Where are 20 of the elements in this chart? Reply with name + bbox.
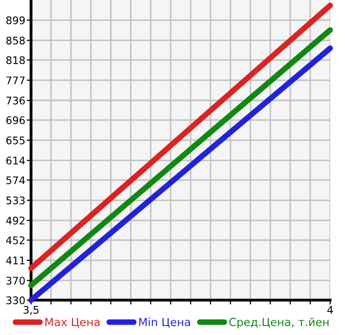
y-tick-label: 330: [6, 296, 25, 304]
y-tick-label: 452: [6, 236, 24, 244]
y-tick-label: 696: [6, 116, 25, 124]
y-tick-label: 533: [6, 196, 25, 204]
legend-label: Min Цена: [139, 318, 190, 328]
y-tick-label: 818: [6, 56, 25, 64]
legend-label: Max Цена: [45, 318, 100, 328]
y-tick-label: 492: [6, 216, 24, 225]
y-tick-label: 899: [6, 16, 25, 24]
y-tick-label: 777: [6, 76, 25, 84]
y-tick-label: 655: [6, 136, 25, 144]
y-tick-label: 411: [6, 256, 25, 264]
y-tick-label: 370: [6, 276, 25, 285]
y-tick-label: 736: [6, 96, 25, 104]
legend-label: Сред.Цена, т.йен: [229, 318, 329, 328]
x-tick-label: 4: [327, 306, 333, 314]
y-tick-label: 614: [6, 156, 25, 165]
y-tick-label: 574: [6, 176, 25, 184]
y-tick-label: 858: [6, 36, 25, 44]
x-tick-label: 3,5: [24, 306, 38, 315]
